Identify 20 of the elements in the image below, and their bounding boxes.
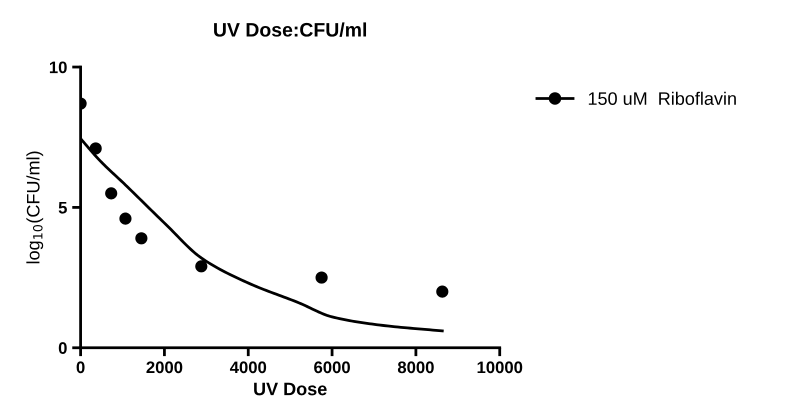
x-tick-label: 4000 (230, 361, 266, 374)
x-tick-label: 8000 (398, 361, 434, 374)
point (90, 142, 102, 155)
point (436, 286, 448, 298)
point (135, 232, 148, 244)
point (105, 187, 118, 200)
y-tick-label: 10 (50, 61, 67, 74)
x-tick-label: 0 (76, 361, 85, 374)
x-tick-label: 2000 (146, 361, 182, 374)
point (316, 272, 328, 284)
chart-title: UV Dose:CFU/ml (214, 22, 366, 37)
legend-label: 150 uM Riboflavin (588, 92, 736, 105)
point (195, 260, 208, 272)
y-tick-label: 0 (58, 342, 67, 354)
point (119, 212, 132, 225)
x-axis-title: UV Dose (254, 382, 327, 396)
y-tick-label: 5 (58, 202, 67, 214)
x-tick-label: 10000 (478, 361, 522, 374)
x-tick-label: 6000 (314, 361, 350, 374)
y-axis-title: log$_{10}$(CFU/ml) (26, 152, 44, 264)
